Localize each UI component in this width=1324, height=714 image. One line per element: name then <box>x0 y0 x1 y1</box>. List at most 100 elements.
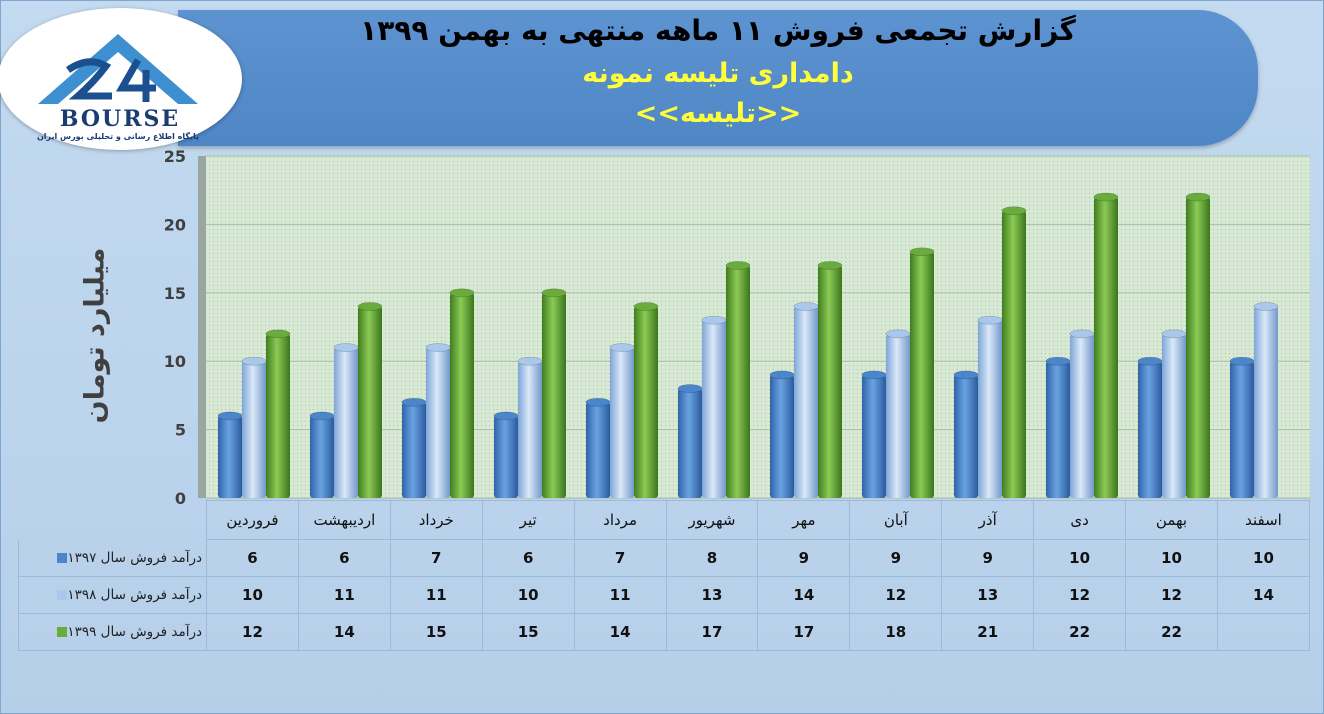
table-cell: 6 <box>481 539 575 577</box>
table-cell: 14 <box>757 576 851 614</box>
table-cell: 22 <box>1033 613 1127 651</box>
bar-cap <box>793 302 819 311</box>
category-label: اردیبهشت <box>297 500 391 540</box>
bar-2-7 <box>910 251 934 498</box>
table-cell: 8 <box>665 539 759 577</box>
table-cell: 14 <box>297 613 391 651</box>
bar-2-8 <box>1002 210 1026 498</box>
table-cell: 15 <box>481 613 575 651</box>
bar-cap <box>817 261 843 270</box>
table-cell: 10 <box>206 576 299 614</box>
bar-1-5 <box>702 320 726 498</box>
table-cell: 12 <box>1033 576 1127 614</box>
logo-word: BOURSE <box>59 106 181 132</box>
bar-cap <box>1045 356 1071 366</box>
bar-cap <box>769 370 795 380</box>
y-tick-label: 5 <box>175 421 186 440</box>
category-label: فروردین <box>206 500 299 540</box>
table-cell: 21 <box>941 613 1035 651</box>
table-cell: 12 <box>849 576 943 614</box>
category-label: خرداد <box>389 500 483 540</box>
y-tick-label: 10 <box>164 352 186 371</box>
bar-1-11 <box>1254 306 1278 498</box>
chart-subtitle: دامداری تلیسه نمونه <box>582 58 854 89</box>
bar-2-4 <box>634 306 658 498</box>
bar-1-10 <box>1162 333 1186 498</box>
table-cell: 6 <box>297 539 391 577</box>
chart-title: گزارش تجمعی فروش ۱۱ ماهه منتهی به بهمن ۱… <box>360 14 1076 47</box>
legend-label: درآمد فروش سال ۱۳۹۷ <box>67 550 202 566</box>
bar-cap <box>333 343 359 352</box>
company-tag: <<تلیسه>> <box>634 98 802 129</box>
bar-0-6 <box>770 374 794 498</box>
bar-0-11 <box>1230 361 1254 498</box>
bar-cap <box>909 247 935 257</box>
bar-cap <box>1069 329 1095 339</box>
table-cell: 22 <box>1125 613 1218 651</box>
bar-cap <box>401 397 427 407</box>
bar-2-2 <box>450 292 474 498</box>
bar-cap <box>217 411 243 421</box>
bar-1-9 <box>1070 333 1094 498</box>
category-label: اسفند <box>1216 500 1311 540</box>
bar-cap <box>309 411 335 421</box>
bar-2-9 <box>1094 197 1118 499</box>
plot-side-wall <box>198 156 206 498</box>
bar-cap <box>265 329 291 339</box>
table-cell: 10 <box>1033 539 1127 577</box>
bar-1-1 <box>334 347 358 498</box>
bar-cap <box>1137 356 1163 366</box>
bar-2-3 <box>542 292 566 498</box>
bar-cap <box>1253 302 1279 311</box>
legend-label: درآمد فروش سال ۱۳۹۸ <box>67 587 202 603</box>
category-label: شهریور <box>665 500 759 540</box>
category-label: مرداد <box>573 500 667 540</box>
bar-1-2 <box>426 347 450 498</box>
category-label: آذر <box>941 500 1035 540</box>
bar-2-5 <box>726 265 750 498</box>
category-label: دی <box>1033 500 1127 540</box>
table-cell: 7 <box>389 539 483 577</box>
bar-cap <box>953 370 979 380</box>
bar-0-7 <box>862 374 886 498</box>
header-banner <box>178 10 1258 146</box>
bar-cap <box>609 343 635 352</box>
bar-0-1 <box>310 415 334 498</box>
category-label: بهمن <box>1125 500 1218 540</box>
table-cell: 14 <box>573 613 667 651</box>
bar-cap <box>701 315 727 325</box>
category-label: مهر <box>757 500 851 540</box>
bar-0-8 <box>954 374 978 498</box>
category-label: تیر <box>481 500 575 540</box>
bar-cap <box>677 384 703 393</box>
bar-cap <box>1093 192 1119 202</box>
table-cell: 12 <box>206 613 299 651</box>
bar-cap <box>861 370 887 380</box>
table-cell: 10 <box>1125 539 1218 577</box>
bar-cap <box>357 302 383 311</box>
bar-2-1 <box>358 306 382 498</box>
legend-entry: درآمد فروش سال ۱۳۹۸ <box>18 576 207 614</box>
bar-cap <box>1185 192 1211 202</box>
table-cell: 11 <box>389 576 483 614</box>
bar-cap <box>585 397 611 407</box>
legend-swatch <box>57 553 68 563</box>
table-cell: 13 <box>941 576 1035 614</box>
bar-cap <box>1161 329 1187 339</box>
table-cell: 11 <box>297 576 391 614</box>
bar-cap <box>633 302 659 311</box>
bar-2-10 <box>1186 197 1210 499</box>
bar-1-6 <box>794 306 818 498</box>
y-axis-label: میلیارد تومان <box>79 247 111 424</box>
bar-0-5 <box>678 388 702 498</box>
logo: BOURSE پایگاه اطلاع رسانی و تحلیلی بورس … <box>0 8 242 150</box>
bar-0-3 <box>494 415 518 498</box>
y-tick-label: 15 <box>164 284 186 303</box>
logo-mark-icon <box>38 34 198 104</box>
logo-tagline: پایگاه اطلاع رسانی و تحلیلی بورس ایران <box>36 132 200 141</box>
legend-entry: درآمد فروش سال ۱۳۹۷ <box>18 539 207 577</box>
bar-1-8 <box>978 320 1002 498</box>
bar-1-4 <box>610 347 634 498</box>
bar-0-10 <box>1138 361 1162 498</box>
